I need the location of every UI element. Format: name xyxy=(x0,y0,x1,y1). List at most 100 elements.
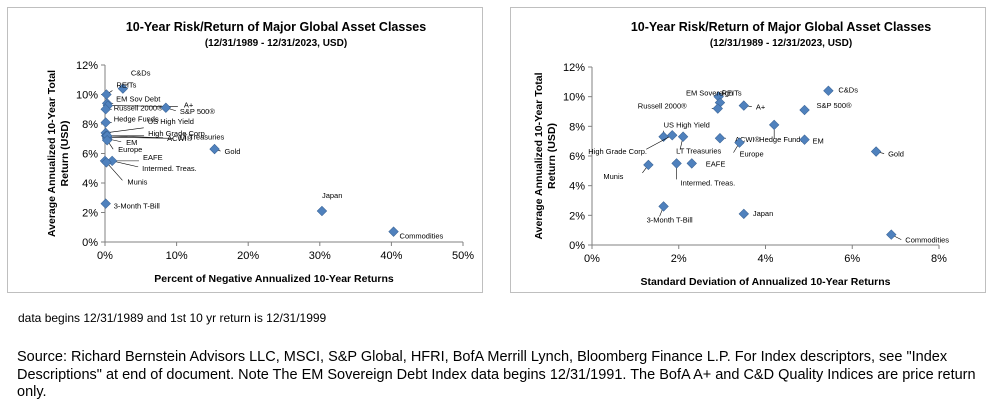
x-tick-label: 0% xyxy=(584,253,600,265)
data-point-marker xyxy=(209,143,220,155)
x-axis-title: Percent of Negative Annualized 10-Year R… xyxy=(154,273,394,285)
leader-line xyxy=(112,160,139,168)
data-point-label: 3-Month T-Bill xyxy=(114,202,160,211)
y-tick-label: 4% xyxy=(569,181,585,193)
data-start-footnote: data begins 12/31/1989 and 1st 10 yr ret… xyxy=(18,311,327,325)
data-point-marker xyxy=(738,100,749,111)
data-point-marker xyxy=(101,157,112,168)
data-point-label: Munis xyxy=(127,177,147,186)
y-axis-title: Average Annualized 10-Year TotalReturn (… xyxy=(533,72,558,239)
data-point-marker xyxy=(101,135,113,146)
chart-left-canvas: 10-Year Risk/Return of Major Global Asse… xyxy=(46,20,474,285)
data-point-label: EM xyxy=(813,137,824,146)
data-point-label: EM Sovereign xyxy=(686,89,733,98)
data-point-label: A+ xyxy=(184,101,194,110)
data-point-label: S&P 500® xyxy=(180,107,215,116)
y-tick-label: 0% xyxy=(82,237,98,249)
data-point-label: 3-Month T-Bill xyxy=(647,215,693,224)
data-point-label: Russell 2000® xyxy=(114,103,163,112)
data-point-marker xyxy=(667,130,678,141)
data-point-marker xyxy=(658,131,669,142)
data-point-marker xyxy=(388,226,399,237)
data-point-label: A+ xyxy=(756,103,766,112)
source-note: Source: Richard Bernstein Advisors LLC, … xyxy=(17,349,976,400)
data-point-label: Gold xyxy=(225,147,241,156)
leader-line xyxy=(646,134,673,150)
y-tick-label: 12% xyxy=(76,60,98,72)
data-point-label: ACWI® xyxy=(735,135,761,144)
data-point-label: US High Yield xyxy=(664,121,710,130)
x-tick-label: 10% xyxy=(166,250,188,262)
y-tick-label: 6% xyxy=(82,149,98,161)
data-point-label: EM xyxy=(126,138,137,147)
data-point-label: C&Ds xyxy=(131,69,151,78)
data-point-marker xyxy=(886,229,897,240)
data-point-label: Gold xyxy=(888,150,904,159)
data-point-marker xyxy=(712,103,723,114)
y-tick-label: 2% xyxy=(569,210,585,222)
x-tick-label: 40% xyxy=(380,250,402,262)
data-point-label: High Grade Corp. xyxy=(148,129,207,138)
data-point-marker xyxy=(643,159,654,171)
data-point-marker xyxy=(671,158,682,169)
data-point-label: REITs xyxy=(722,89,742,98)
data-point-label: Europe xyxy=(739,150,763,159)
y-tick-label: 12% xyxy=(563,62,585,74)
data-point-label: Hedge Funds xyxy=(114,115,159,124)
data-point-marker xyxy=(734,137,745,148)
y-tick-label: 4% xyxy=(82,178,98,190)
data-point-marker xyxy=(100,104,111,115)
risk-return-chart-right: 10-Year Risk/Return of Major Global Asse… xyxy=(510,7,986,293)
y-tick-label: 6% xyxy=(569,151,585,163)
y-tick-label: 0% xyxy=(569,240,585,252)
data-point-label: Munis xyxy=(603,172,623,181)
data-point-label: LT Treasuries xyxy=(676,147,721,156)
chart-title: 10-Year Risk/Return of Major Global Asse… xyxy=(126,20,426,34)
data-point-marker xyxy=(100,117,111,128)
data-point-label: REITs xyxy=(116,81,136,90)
data-point-marker xyxy=(870,146,882,157)
y-tick-label: 2% xyxy=(82,208,98,220)
data-point-label: EAFE xyxy=(706,159,726,168)
x-tick-label: 6% xyxy=(844,253,860,265)
y-tick-label: 8% xyxy=(569,121,585,133)
data-point-label: Intermed. Treas. xyxy=(142,164,197,173)
data-point-marker xyxy=(316,205,328,217)
x-tick-label: 50% xyxy=(452,250,474,262)
data-point-label: Japan xyxy=(753,209,773,218)
x-tick-label: 20% xyxy=(237,250,259,262)
x-tick-label: 4% xyxy=(758,253,774,265)
risk-return-chart-left: 10-Year Risk/Return of Major Global Asse… xyxy=(7,7,483,293)
y-tick-label: 10% xyxy=(563,92,585,104)
data-point-label: Europe xyxy=(118,145,142,154)
chart-right-canvas: 10-Year Risk/Return of Major Global Asse… xyxy=(533,20,949,288)
data-point-label: S&P 500® xyxy=(817,101,852,110)
leader-line xyxy=(106,162,123,181)
y-tick-label: 10% xyxy=(76,90,98,102)
data-point-label: EM Sov Debt xyxy=(116,94,161,103)
data-point-marker xyxy=(799,134,810,145)
data-point-marker xyxy=(823,85,834,96)
data-point-label: Intermed. Treas. xyxy=(681,178,736,187)
x-tick-label: 8% xyxy=(931,253,947,265)
x-axis-title: Standard Deviation of Annualized 10-Year… xyxy=(641,276,891,288)
data-point-marker xyxy=(101,89,112,100)
leader-line xyxy=(105,127,144,134)
data-point-marker xyxy=(100,198,111,209)
chart-subtitle: (12/31/1989 - 12/31/2023, USD) xyxy=(710,38,852,49)
x-tick-label: 30% xyxy=(309,250,331,262)
y-tick-label: 8% xyxy=(82,119,98,131)
data-point-label: US High Yield xyxy=(148,117,194,126)
x-tick-label: 2% xyxy=(671,253,687,265)
data-point-marker xyxy=(799,104,810,116)
data-point-label: EAFE xyxy=(143,153,163,162)
data-point-marker xyxy=(658,201,669,212)
leader-line xyxy=(107,136,174,139)
y-axis-title: Average Annualized 10-Year TotalReturn (… xyxy=(46,70,71,237)
x-tick-label: 0% xyxy=(97,250,113,262)
chart-title: 10-Year Risk/Return of Major Global Asse… xyxy=(631,20,931,34)
data-point-label: Russell 2000® xyxy=(638,102,687,111)
data-point-label: Commodities xyxy=(905,236,949,245)
data-point-label: High Grade Corp. xyxy=(588,147,647,156)
data-point-marker xyxy=(686,158,697,169)
